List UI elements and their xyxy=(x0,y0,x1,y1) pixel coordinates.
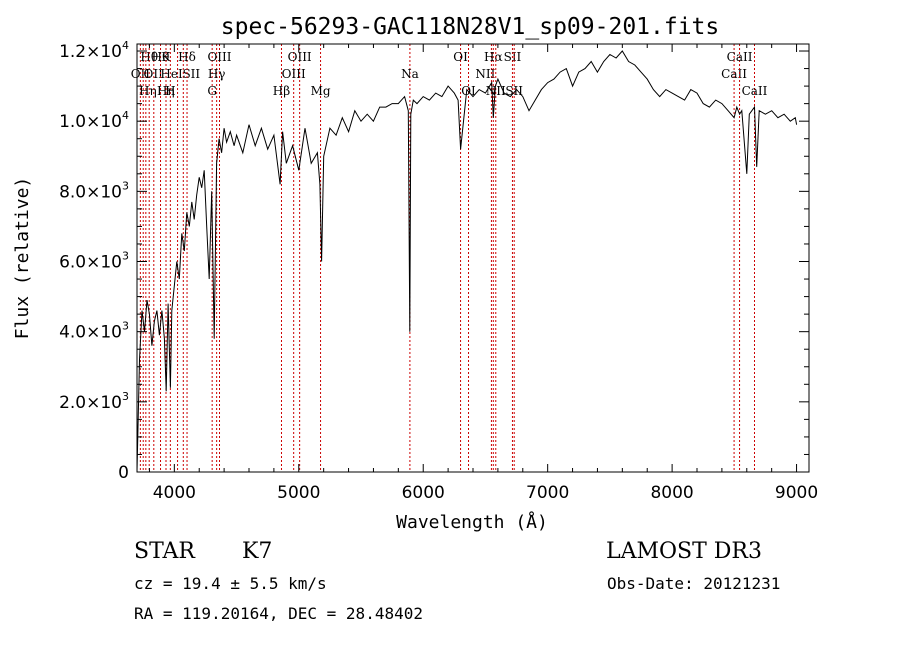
marker-label-19: OI xyxy=(453,50,468,64)
y-tick-label-0: 0 xyxy=(118,463,129,483)
y-tick-exponent-3: 3 xyxy=(122,250,129,263)
x-axis-label: Wavelength (Å) xyxy=(396,511,548,533)
marker-label-21: NII xyxy=(475,67,495,81)
marker-label-2: Hη xyxy=(139,84,157,98)
y-tick-mantissa-4: 8.0×10 xyxy=(59,182,122,202)
marker-label-13: OIII xyxy=(207,50,231,64)
y-tick-label-2: 4.0×103 xyxy=(59,320,129,343)
marker-label-10: Hδ xyxy=(178,50,196,64)
y-tick-exponent-5: 4 xyxy=(122,109,129,122)
marker-label-16: OIII xyxy=(288,50,312,64)
y-tick-exponent-2: 3 xyxy=(122,320,129,333)
y-tick-label-3: 6.0×103 xyxy=(59,250,129,273)
marker-label-7: H xyxy=(165,84,175,98)
x-tick-label-3: 7000 xyxy=(526,483,569,503)
y-tick-mantissa-0: 0 xyxy=(118,463,129,483)
y-tick-mantissa-3: 6.0×10 xyxy=(59,253,122,273)
redshift-text: cz = 19.4 ± 5.5 km/s xyxy=(134,574,327,593)
marker-label-8: HeI xyxy=(160,67,183,81)
object-class: STAR xyxy=(134,539,195,564)
marker-label-17: Mg xyxy=(311,84,331,98)
y-tick-mantissa-6: 1.2×10 xyxy=(59,42,122,62)
y-tick-exponent-1: 3 xyxy=(122,390,129,403)
marker-label-22: Hα xyxy=(484,50,503,64)
y-tick-mantissa-2: 4.0×10 xyxy=(59,323,122,343)
chart-title: spec-56293-GAC118N28V1_sp09-201.fits xyxy=(221,14,720,40)
marker-label-11: G xyxy=(207,84,217,98)
x-tick-label-0: 4000 xyxy=(153,483,196,503)
survey-name: LAMOST DR3 xyxy=(606,539,762,564)
marker-label-5: Hθ xyxy=(152,50,170,64)
x-tick-label-2: 6000 xyxy=(402,483,445,503)
x-axis: 4000 5000 6000 7000 8000 9000 xyxy=(148,44,818,503)
x-tick-label-4: 8000 xyxy=(650,483,693,503)
y-tick-mantissa-5: 1.0×10 xyxy=(59,112,122,132)
y-tick-exponent-4: 3 xyxy=(122,179,129,192)
coordinates-text: RA = 119.20164, DEC = 28.48402 xyxy=(134,604,423,623)
marker-label-14: Hβ xyxy=(273,84,290,98)
y-tick-label-6: 1.2×104 xyxy=(59,39,129,62)
y-axis: 02.0×1034.0×1036.0×1038.0×1031.0×1041.2×… xyxy=(59,39,809,483)
marker-label-26: CaII xyxy=(721,67,747,81)
marker-label-25: SII xyxy=(505,84,523,98)
y-tick-mantissa-1: 2.0×10 xyxy=(59,393,122,413)
x-tick-label-1: 5000 xyxy=(277,483,320,503)
y-tick-exponent-6: 4 xyxy=(122,39,129,52)
marker-label-4: Hη xyxy=(157,84,175,98)
y-tick-label-4: 8.0×103 xyxy=(59,179,129,202)
marker-label-9: SII xyxy=(182,67,200,81)
marker-label-12: Hγ xyxy=(208,67,226,81)
marker-label-18: Na xyxy=(401,67,419,81)
obs-date-text: Obs-Date: 20121231 xyxy=(607,574,781,593)
y-tick-label-1: 2.0×103 xyxy=(59,390,129,413)
x-tick-label-5: 9000 xyxy=(775,483,818,503)
y-tick-label-5: 1.0×104 xyxy=(59,109,129,132)
spectral-subclass: K7 xyxy=(242,539,273,564)
plot-frame xyxy=(136,43,810,473)
y-axis-label: Flux (relative) xyxy=(12,177,33,340)
marker-label-24: SII xyxy=(504,50,522,64)
marker-label-28: CaII xyxy=(742,84,768,98)
marker-label-23: NII xyxy=(486,84,506,98)
marker-label-15: OIII xyxy=(282,67,306,81)
marker-label-6: K xyxy=(162,50,172,64)
marker-label-27: CaII xyxy=(727,50,753,64)
spectrum-line xyxy=(136,50,798,473)
